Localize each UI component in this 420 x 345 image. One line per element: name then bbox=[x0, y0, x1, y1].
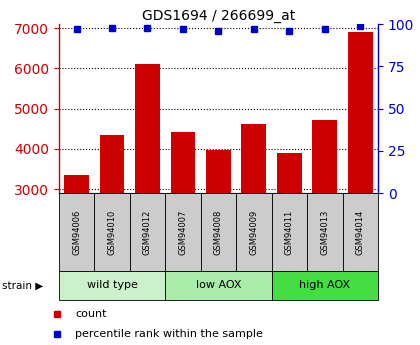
Text: GSM94007: GSM94007 bbox=[178, 209, 187, 255]
Bar bbox=[64, 175, 89, 310]
Bar bbox=[348, 32, 373, 310]
Bar bbox=[307, 193, 343, 271]
Bar bbox=[165, 271, 272, 300]
Bar bbox=[59, 193, 94, 271]
Bar bbox=[135, 65, 160, 310]
Text: high AOX: high AOX bbox=[299, 280, 350, 290]
Bar bbox=[100, 135, 124, 310]
Bar bbox=[201, 193, 236, 271]
Text: strain ▶: strain ▶ bbox=[2, 281, 43, 290]
Text: GSM94014: GSM94014 bbox=[356, 209, 365, 255]
Text: GSM94011: GSM94011 bbox=[285, 209, 294, 255]
Text: GSM94009: GSM94009 bbox=[249, 209, 258, 255]
Bar bbox=[94, 193, 130, 271]
Bar bbox=[236, 193, 272, 271]
Text: low AOX: low AOX bbox=[196, 280, 241, 290]
Bar bbox=[59, 271, 165, 300]
Title: GDS1694 / 266699_at: GDS1694 / 266699_at bbox=[142, 9, 295, 23]
Bar bbox=[277, 153, 302, 310]
Text: GSM94010: GSM94010 bbox=[108, 209, 116, 255]
Bar bbox=[165, 193, 201, 271]
Text: wild type: wild type bbox=[87, 280, 137, 290]
Bar bbox=[272, 193, 307, 271]
Bar bbox=[206, 150, 231, 310]
Bar bbox=[241, 124, 266, 310]
Bar bbox=[343, 193, 378, 271]
Text: GSM94006: GSM94006 bbox=[72, 209, 81, 255]
Text: GSM94012: GSM94012 bbox=[143, 209, 152, 255]
Text: percentile rank within the sample: percentile rank within the sample bbox=[75, 329, 263, 339]
Text: GSM94013: GSM94013 bbox=[320, 209, 329, 255]
Text: GSM94008: GSM94008 bbox=[214, 209, 223, 255]
Bar bbox=[272, 271, 378, 300]
Text: count: count bbox=[75, 309, 107, 319]
Bar bbox=[130, 193, 165, 271]
Bar bbox=[171, 132, 195, 310]
Bar bbox=[312, 120, 337, 310]
